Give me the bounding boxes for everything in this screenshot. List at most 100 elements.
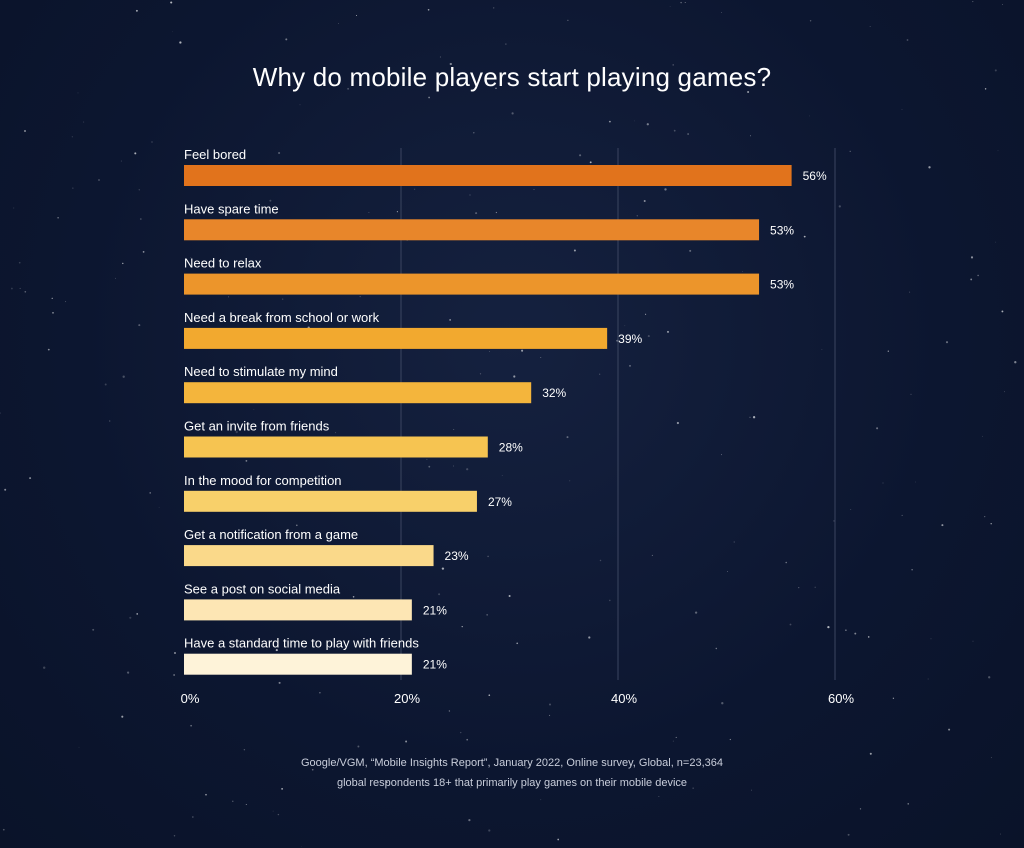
star-dot bbox=[120, 160, 122, 162]
star-dot bbox=[540, 357, 542, 358]
star-dot bbox=[52, 312, 54, 314]
star-dot bbox=[235, 430, 238, 434]
star-dot bbox=[448, 710, 451, 712]
star-dot bbox=[910, 393, 912, 396]
star-dot bbox=[278, 151, 281, 155]
star-dot bbox=[994, 69, 997, 72]
star-dot bbox=[29, 477, 32, 480]
star-dot bbox=[466, 738, 469, 741]
star-dot bbox=[869, 26, 871, 27]
category-label: Feel bored bbox=[184, 147, 246, 162]
star-dot bbox=[928, 166, 931, 169]
star-dot bbox=[479, 373, 482, 375]
star-dot bbox=[599, 559, 602, 562]
star-dot bbox=[281, 788, 283, 790]
star-dot bbox=[475, 212, 478, 215]
star-dot bbox=[368, 211, 370, 214]
star-dot bbox=[134, 152, 137, 155]
star-dot bbox=[172, 31, 174, 33]
value-label: 39% bbox=[618, 332, 642, 346]
star-dot bbox=[192, 816, 194, 818]
value-label: 27% bbox=[488, 495, 512, 509]
star-dot bbox=[930, 638, 932, 640]
star-dot bbox=[228, 296, 230, 298]
star-dot bbox=[999, 833, 1002, 835]
star-dot bbox=[589, 161, 592, 164]
star-dot bbox=[673, 129, 676, 132]
star-dot bbox=[359, 296, 361, 298]
star-dot bbox=[608, 599, 611, 602]
star-dot bbox=[729, 738, 731, 741]
star-dot bbox=[945, 341, 949, 344]
star-dot bbox=[501, 475, 503, 476]
star-dot bbox=[439, 780, 441, 782]
star-dot bbox=[715, 647, 718, 650]
star-dot bbox=[566, 436, 569, 439]
star-dot bbox=[785, 561, 787, 564]
star-dot bbox=[449, 319, 451, 321]
star-dot bbox=[511, 112, 514, 115]
star-dot bbox=[692, 787, 694, 789]
star-dot bbox=[573, 249, 576, 252]
star-dot bbox=[675, 736, 677, 738]
star-dot bbox=[428, 96, 430, 99]
star-dot bbox=[892, 697, 895, 699]
star-dot bbox=[428, 465, 431, 468]
star-dot bbox=[854, 632, 857, 635]
star-dot bbox=[469, 786, 472, 788]
star-dot bbox=[741, 270, 743, 272]
star-dot bbox=[488, 694, 491, 697]
star-dot bbox=[634, 83, 635, 85]
value-label: 32% bbox=[542, 386, 566, 400]
star-dot bbox=[970, 278, 973, 281]
star-dot bbox=[505, 43, 507, 45]
star-dot bbox=[122, 375, 125, 378]
bar bbox=[184, 653, 412, 675]
star-dot bbox=[845, 629, 847, 631]
star-dot bbox=[636, 215, 638, 217]
star-dot bbox=[608, 120, 611, 123]
star-dot bbox=[524, 766, 527, 769]
star-dot bbox=[995, 241, 997, 243]
category-label: Need to stimulate my mind bbox=[184, 364, 338, 379]
star-dot bbox=[174, 652, 176, 654]
star-dot bbox=[126, 671, 130, 674]
star-dot bbox=[275, 649, 278, 652]
star-dot bbox=[672, 740, 674, 742]
bar bbox=[184, 382, 532, 404]
star-dot bbox=[149, 492, 151, 494]
star-dot bbox=[453, 429, 455, 430]
star-dot bbox=[651, 554, 653, 556]
star-dot bbox=[827, 625, 830, 629]
bar bbox=[184, 165, 792, 186]
value-label: 53% bbox=[770, 278, 794, 292]
star-dot bbox=[466, 468, 469, 471]
star-dot bbox=[646, 123, 649, 126]
star-dot bbox=[296, 524, 298, 527]
star-dot bbox=[990, 757, 992, 759]
star-dot bbox=[245, 459, 248, 462]
star-dot bbox=[689, 249, 692, 252]
star-dot bbox=[970, 256, 974, 259]
value-label: 21% bbox=[423, 658, 447, 672]
star-dot bbox=[669, 6, 671, 7]
star-dot bbox=[948, 728, 951, 731]
star-dot bbox=[1002, 4, 1003, 5]
source-note-line1: Google/VGM, “Mobile Insights Report”, Ja… bbox=[301, 757, 723, 769]
star-dot bbox=[645, 313, 647, 315]
star-dot bbox=[901, 514, 903, 516]
star-dot bbox=[151, 141, 153, 143]
bar bbox=[184, 327, 608, 349]
star-dot bbox=[135, 9, 138, 12]
star-dot bbox=[687, 133, 689, 135]
star-dot bbox=[282, 298, 284, 300]
star-dot bbox=[232, 800, 234, 802]
x-tick-label: 20% bbox=[394, 691, 420, 706]
star-dot bbox=[1001, 310, 1004, 313]
star-dot bbox=[540, 799, 542, 801]
star-dot bbox=[721, 702, 724, 705]
star-dot bbox=[977, 274, 979, 277]
star-dot bbox=[426, 458, 428, 460]
star-dot bbox=[460, 731, 462, 734]
star-dot bbox=[579, 154, 582, 157]
